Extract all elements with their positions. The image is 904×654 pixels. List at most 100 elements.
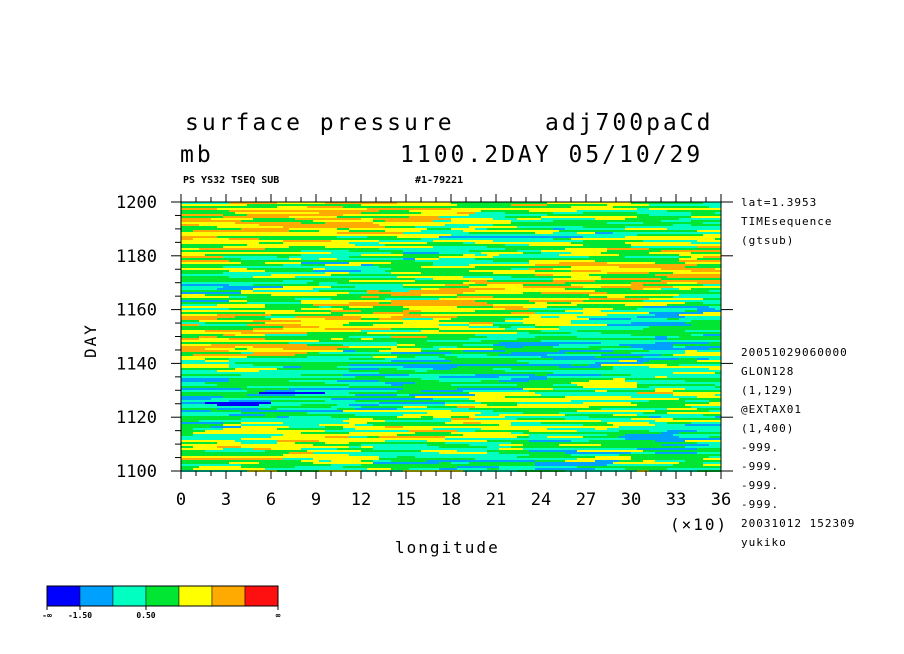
heatmap-cell — [661, 416, 715, 418]
heatmap-cell — [403, 250, 469, 252]
heatmap-cell — [703, 432, 721, 434]
heatmap-cell — [481, 422, 511, 424]
heatmap-cell — [247, 310, 277, 312]
x-tick-label: 18 — [441, 490, 461, 510]
heatmap-cell — [181, 254, 205, 256]
heatmap-cell — [613, 366, 649, 368]
heatmap-cell — [595, 324, 607, 326]
heatmap-cell — [181, 406, 205, 408]
heatmap-cell — [445, 438, 505, 440]
heatmap-cell — [481, 226, 517, 228]
heatmap-cell — [409, 216, 439, 218]
heatmap-cell — [451, 228, 475, 230]
heatmap-cell — [601, 286, 643, 288]
heatmap-cell — [631, 398, 679, 400]
heatmap-cell — [577, 404, 637, 406]
heatmap-cell — [481, 396, 505, 398]
heatmap-cell — [247, 348, 283, 350]
heatmap-cell — [571, 322, 613, 324]
heatmap-cell — [451, 426, 481, 428]
heatmap-cell — [265, 270, 313, 272]
heatmap-cell — [283, 438, 349, 440]
heatmap-cell — [445, 224, 493, 226]
heatmap-cell — [241, 412, 277, 414]
heatmap-cell — [373, 452, 427, 454]
heatmap-cell — [229, 238, 259, 240]
heatmap-cell — [511, 268, 529, 270]
heatmap-cell — [433, 210, 481, 212]
heatmap-cell — [469, 416, 505, 418]
heatmap-cell — [487, 354, 499, 356]
heatmap-cell — [379, 266, 421, 268]
heatmap-cell — [337, 380, 379, 382]
heatmap-cell — [715, 238, 721, 240]
heatmap-cell — [433, 428, 481, 430]
heatmap-cell — [241, 388, 289, 390]
heatmap-cell — [475, 394, 493, 396]
heatmap-cell — [217, 404, 259, 406]
heatmap-cell — [607, 394, 673, 396]
heatmap-cell — [559, 290, 595, 292]
heatmap-cell — [331, 306, 349, 308]
heatmap-cell — [277, 228, 289, 230]
heatmap-cell — [307, 344, 343, 346]
heatmap-cell — [319, 364, 349, 366]
heatmap-cell — [703, 370, 721, 372]
heatmap-cell — [601, 444, 661, 446]
heatmap-cell — [217, 332, 241, 334]
colorbar: -∞ -1.50 0.50 ∞ — [42, 585, 281, 620]
heatmap-cell — [445, 354, 487, 356]
heatmap-cell — [253, 288, 313, 290]
heatmap-cell — [577, 336, 589, 338]
heatmap-cell — [193, 446, 217, 448]
heatmap-cell — [349, 396, 373, 398]
heatmap-cell — [499, 326, 511, 328]
heatmap-cell — [247, 356, 307, 358]
heatmap-cell — [679, 402, 709, 404]
heatmap-cell — [229, 366, 283, 368]
heatmap-cell — [697, 226, 709, 228]
heatmap-cell — [625, 210, 667, 212]
heatmap-cell — [181, 414, 229, 416]
heatmap-cell — [367, 236, 397, 238]
heatmap-cell — [619, 344, 673, 346]
heatmap-cell — [535, 324, 595, 326]
heatmap-cell — [343, 314, 403, 316]
heatmap-cell — [631, 456, 643, 458]
heatmap-cell — [181, 416, 193, 418]
heatmap-cell — [253, 260, 319, 262]
heatmap-cell — [277, 206, 307, 208]
heatmap-cell — [247, 250, 301, 252]
heatmap-cell — [649, 340, 661, 342]
heatmap-cell — [613, 220, 661, 222]
heatmap-cell — [559, 314, 607, 316]
heatmap-cell — [415, 456, 427, 458]
heatmap-cell — [205, 416, 217, 418]
heatmap-cell — [673, 224, 691, 226]
heatmap-cell — [319, 330, 361, 332]
heatmap-cell — [277, 202, 325, 204]
heatmap-cell — [445, 402, 481, 404]
heatmap-cell — [547, 436, 583, 438]
heatmap-cell — [439, 468, 457, 470]
heatmap-cell — [361, 212, 421, 214]
heatmap-cell — [613, 368, 673, 370]
heatmap-cell — [583, 310, 601, 312]
heatmap-cell — [403, 400, 439, 402]
heatmap-cell — [265, 450, 307, 452]
heatmap-cell — [391, 262, 433, 264]
heatmap-cell — [349, 292, 367, 294]
heatmap-cell — [301, 374, 343, 376]
heatmap-cell — [457, 296, 493, 298]
heatmap-cell — [529, 440, 571, 442]
heatmap-cell — [697, 230, 721, 232]
heatmap-cell — [625, 296, 673, 298]
heatmap-cell — [229, 296, 247, 298]
heatmap-cell — [217, 336, 283, 338]
heatmap-cell — [367, 390, 385, 392]
heatmap-cell — [529, 260, 595, 262]
heatmap-cell — [673, 354, 721, 356]
heatmap-cell — [451, 206, 475, 208]
heatmap-cell — [601, 348, 631, 350]
heatmap-cell — [571, 268, 613, 270]
